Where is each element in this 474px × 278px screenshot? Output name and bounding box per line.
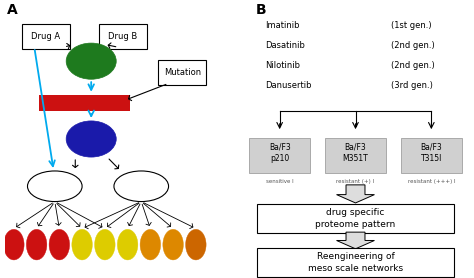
- Text: Reengineering of
meso scale networks: Reengineering of meso scale networks: [308, 252, 403, 273]
- Polygon shape: [337, 185, 374, 203]
- Text: (2nd gen.): (2nd gen.): [391, 61, 435, 70]
- Ellipse shape: [186, 229, 206, 260]
- Ellipse shape: [49, 229, 70, 260]
- FancyBboxPatch shape: [99, 24, 147, 49]
- Text: Drug B: Drug B: [109, 32, 137, 41]
- Ellipse shape: [114, 171, 169, 202]
- Ellipse shape: [140, 229, 161, 260]
- Ellipse shape: [163, 229, 183, 260]
- Text: B: B: [256, 3, 266, 17]
- Text: (3rd gen.): (3rd gen.): [391, 81, 433, 90]
- FancyBboxPatch shape: [325, 138, 386, 173]
- Text: Ba/F3
p210: Ba/F3 p210: [269, 143, 291, 163]
- Text: drug specific
proteome pattern: drug specific proteome pattern: [315, 208, 396, 229]
- Text: Ba/F3
M351T: Ba/F3 M351T: [343, 143, 368, 163]
- Ellipse shape: [118, 229, 138, 260]
- Polygon shape: [337, 232, 374, 249]
- Text: Imatinib: Imatinib: [265, 21, 300, 29]
- Text: Danusertib: Danusertib: [265, 81, 312, 90]
- Text: Ba/F3
T315I: Ba/F3 T315I: [420, 143, 442, 163]
- Text: Mutation: Mutation: [164, 68, 201, 77]
- Ellipse shape: [66, 121, 116, 157]
- Bar: [39, 95, 130, 110]
- Text: Drug A: Drug A: [31, 32, 60, 41]
- FancyBboxPatch shape: [22, 24, 70, 49]
- FancyBboxPatch shape: [257, 248, 454, 277]
- Text: Dasatinib: Dasatinib: [265, 41, 305, 49]
- Text: resistant (+) I: resistant (+) I: [337, 179, 374, 183]
- Ellipse shape: [27, 171, 82, 202]
- Text: sensitive I: sensitive I: [266, 179, 293, 183]
- Ellipse shape: [27, 229, 47, 260]
- FancyBboxPatch shape: [257, 203, 454, 233]
- Ellipse shape: [95, 229, 115, 260]
- Text: (2nd gen.): (2nd gen.): [391, 41, 435, 49]
- Ellipse shape: [4, 229, 24, 260]
- Text: resistant (+++) I: resistant (+++) I: [408, 179, 455, 183]
- Ellipse shape: [66, 43, 116, 79]
- Text: (1st gen.): (1st gen.): [391, 21, 432, 29]
- Text: A: A: [7, 3, 18, 17]
- FancyBboxPatch shape: [401, 138, 462, 173]
- Ellipse shape: [72, 229, 92, 260]
- FancyBboxPatch shape: [158, 60, 206, 85]
- FancyBboxPatch shape: [249, 138, 310, 173]
- Text: Nilotinib: Nilotinib: [265, 61, 301, 70]
